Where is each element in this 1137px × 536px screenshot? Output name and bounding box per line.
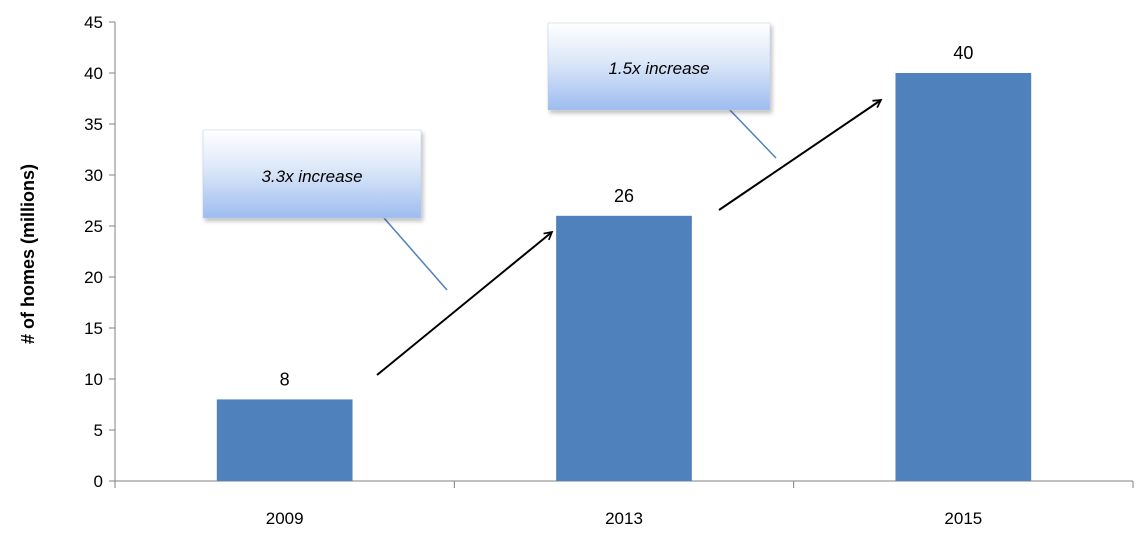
y-axis-title: # of homes (millions): [18, 164, 38, 344]
y-tick-label: 35: [84, 115, 103, 134]
callout-1-box: [202, 129, 422, 219]
x-tick-label: 2015: [944, 509, 982, 528]
callout-2-box: [547, 22, 771, 111]
y-tick-label: 0: [94, 472, 103, 491]
x-tick-label: 2013: [605, 509, 643, 528]
data-label-2015: 40: [953, 43, 973, 63]
data-label-2013: 26: [614, 186, 634, 206]
callout-2: 1.5x increase: [547, 22, 771, 111]
y-tick-label: 45: [84, 13, 103, 32]
y-tick-label: 40: [84, 64, 103, 83]
data-label-2009: 8: [280, 369, 290, 389]
y-tick-label: 10: [84, 370, 103, 389]
callout-connector-2: [727, 107, 777, 159]
y-axis-ticks: 0 5 10 15 20 25 30 35 40 45: [84, 13, 115, 491]
y-tick-label: 20: [84, 268, 103, 287]
callout-2-text: 1.5x increase: [608, 59, 709, 78]
y-tick-label: 15: [84, 319, 103, 338]
bar-2015: [895, 73, 1032, 481]
x-axis-ticks: 2009 2013 2015: [114, 481, 1134, 528]
bars: [216, 73, 1032, 482]
callout-1-text: 3.3x increase: [261, 167, 362, 186]
bar-2009: [216, 399, 353, 481]
bar-labels: 8 26 40: [280, 43, 974, 389]
x-tick-label: 2009: [266, 509, 304, 528]
y-tick-label: 25: [84, 217, 103, 236]
bar-2013: [556, 215, 692, 482]
y-tick-label: 5: [94, 421, 103, 440]
growth-arrow-2: [718, 100, 881, 211]
callout-connector-1: [383, 217, 448, 291]
growth-arrow-1: [376, 232, 552, 376]
y-tick-label: 30: [84, 166, 103, 185]
callout-1: 3.3x increase: [202, 129, 422, 219]
